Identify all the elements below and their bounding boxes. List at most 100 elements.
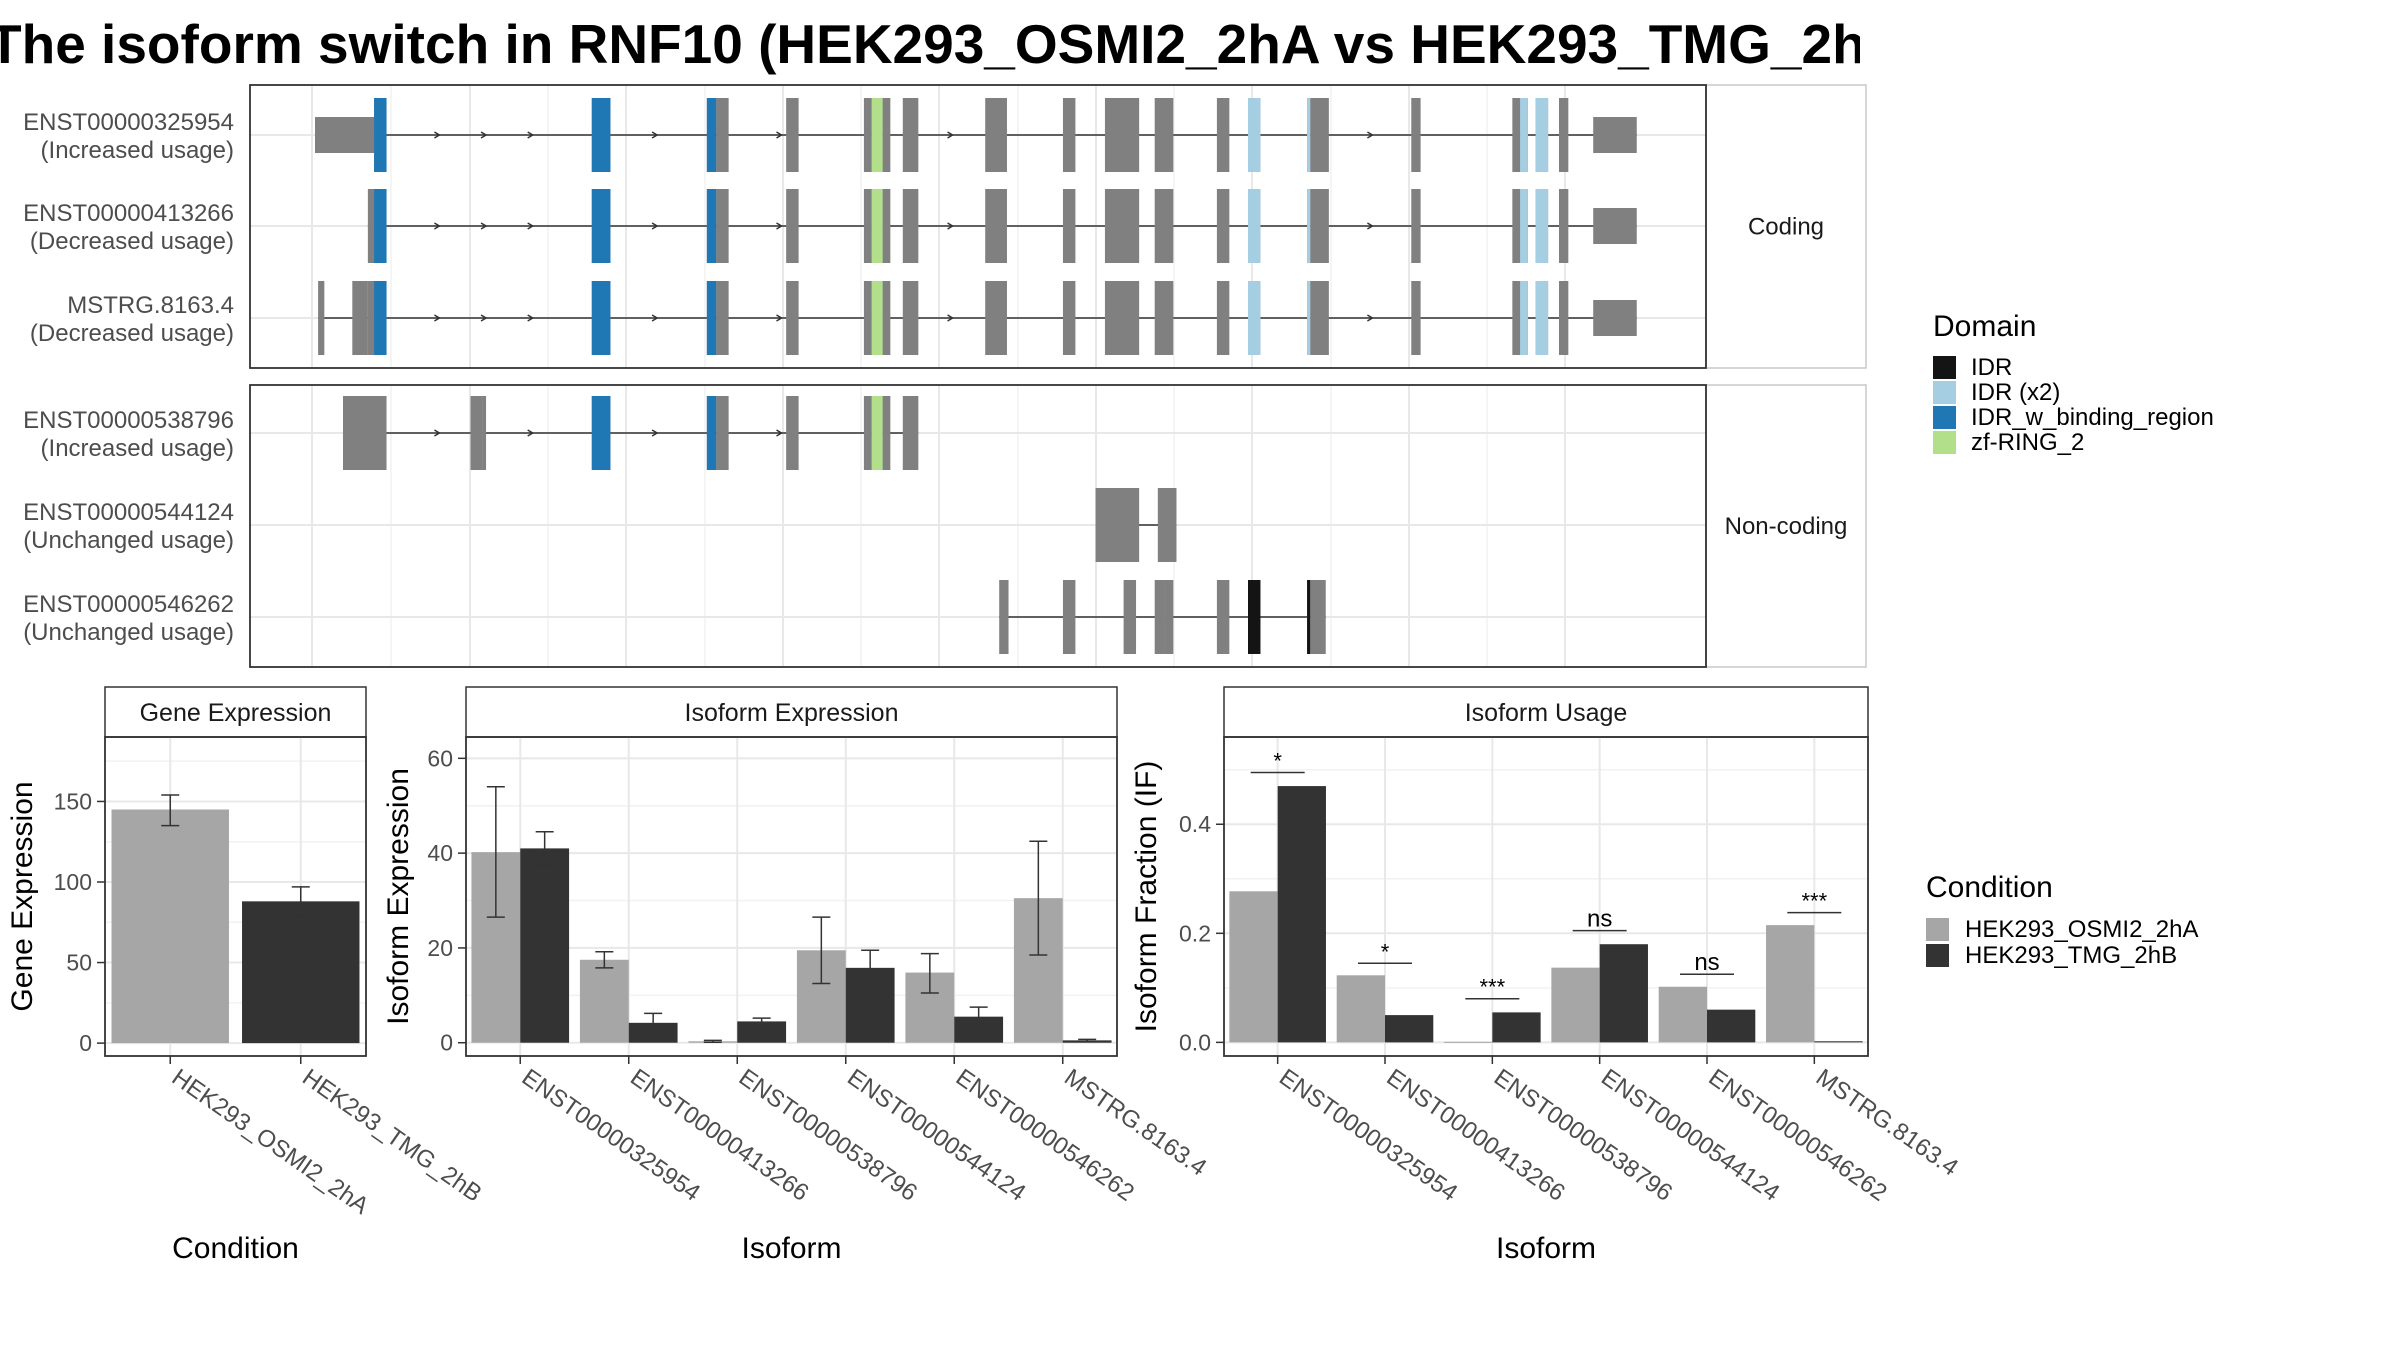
domain-legend-key (1933, 381, 1956, 404)
exon (882, 281, 891, 355)
domain-IDR_x2 (1307, 281, 1311, 355)
domain-IDR_w_binding_region (591, 281, 611, 355)
domain-IDR_x2 (1520, 98, 1528, 172)
y-tick-label: 0 (79, 1030, 92, 1056)
transcript-MSTRG.8163.4: MSTRG.8163.4(Decreased usage) (30, 281, 1637, 355)
exon (882, 189, 891, 263)
x-tick-label: ENST00000546262 (951, 1064, 1139, 1207)
domain-IDR_w_binding_region (591, 396, 611, 470)
strand-arrow (776, 429, 783, 437)
exon (1216, 189, 1230, 263)
domain-legend-label: zf-RING_2 (1971, 429, 2084, 456)
exon (315, 117, 375, 153)
domain-legend-label: IDR (x2) (1971, 379, 2060, 406)
exon (1062, 281, 1076, 355)
exon (786, 98, 799, 172)
exon (1593, 117, 1637, 153)
panel-border (249, 84, 1707, 369)
x-tick-label: ENST00000325954 (517, 1064, 705, 1207)
exon (902, 396, 919, 470)
transcript-id-label: ENST00000538796 (23, 407, 234, 434)
domain-IDR_w_binding_region (591, 98, 611, 172)
condition-legend-key (1926, 944, 1949, 967)
x-tick-label: ENST00000544124 (1596, 1064, 1784, 1207)
domain-IDR_x2 (1248, 281, 1261, 355)
strand-arrow (651, 222, 659, 230)
exon (1095, 488, 1140, 562)
exon (1216, 580, 1230, 654)
y-axis-title: Gene Expression (6, 781, 39, 1011)
domain-zf_RING_2 (871, 98, 883, 172)
transcript-ENST00000413266: ENST00000413266(Decreased usage) (23, 189, 1637, 263)
plot-border (104, 736, 367, 1057)
x-tick-label: ENST00000413266 (625, 1064, 813, 1207)
exon (367, 189, 375, 263)
exon (882, 396, 891, 470)
exon (716, 396, 729, 470)
x-tick-label: ENST00000546262 (1704, 1064, 1892, 1207)
y-tick-label: 50 (66, 950, 92, 976)
strand-arrow (776, 222, 783, 230)
exon (1062, 189, 1076, 263)
exon (1154, 580, 1165, 654)
exon (1310, 189, 1329, 263)
domain-IDR (1248, 580, 1261, 654)
exon (1216, 98, 1230, 172)
exon (1157, 488, 1177, 562)
bar (1766, 925, 1815, 1043)
x-tick-label: ENST00000544124 (842, 1064, 1030, 1207)
domain-zf_RING_2 (871, 189, 883, 263)
strand-arrow (434, 222, 441, 230)
domain-legend-label: IDR (1971, 354, 2012, 381)
y-axis-title: Isoform Expression (382, 768, 415, 1025)
domain-IDR (1307, 580, 1311, 654)
exon (863, 98, 872, 172)
exon (1104, 98, 1140, 172)
y-tick-label: 0.2 (1179, 920, 1211, 946)
exon (1310, 98, 1329, 172)
transcript-usage-label: (Unchanged usage) (23, 527, 234, 554)
panel-border (249, 384, 1707, 668)
exon (342, 396, 387, 470)
bar (1492, 1012, 1541, 1043)
transcript-ENST00000546262: ENST00000546262(Unchanged usage) (23, 580, 1326, 654)
y-tick-label: 60 (427, 745, 453, 771)
transcript-usage-label: (Unchanged usage) (23, 619, 234, 646)
chart-strip (1223, 686, 1869, 738)
exon (352, 281, 368, 355)
y-tick-label: 100 (54, 869, 92, 895)
bar (1658, 986, 1707, 1043)
exon (1154, 281, 1174, 355)
exon (1123, 580, 1137, 654)
domain-IDR_x2 (1248, 189, 1261, 263)
exon (1104, 281, 1140, 355)
x-tick-label: ENST00000538796 (1489, 1064, 1677, 1207)
condition-legend-key (1926, 918, 1949, 941)
exon (786, 396, 799, 470)
exon (716, 98, 729, 172)
exon (786, 189, 799, 263)
domain-IDR_w_binding_region (706, 396, 717, 470)
exon (863, 396, 872, 470)
strand-arrow (776, 314, 783, 322)
chart-strip-title: Isoform Usage (1465, 699, 1628, 727)
transcript-ENST00000325954: ENST00000325954(Increased usage) (23, 98, 1637, 172)
domain-zf_RING_2 (871, 396, 883, 470)
y-tick-label: 150 (54, 788, 92, 814)
exon (1559, 189, 1569, 263)
significance-label: * (1381, 939, 1390, 964)
exon (1593, 300, 1637, 336)
exon (1164, 580, 1174, 654)
exon (786, 281, 799, 355)
transcript-id-label: MSTRG.8163.4 (67, 292, 234, 319)
exon (863, 189, 872, 263)
strand-arrow (527, 222, 535, 230)
domain-legend-title: Domain (1933, 310, 2036, 343)
gene-structure-panel-non-coding: Non-coding ENST00000538796(Increased usag… (23, 384, 1867, 668)
facet-strip-label: Non-coding (1725, 513, 1848, 540)
bar-chart-isoform-usage: Isoform Usage*****nsns***0.00.20.4ENST00… (1130, 686, 1963, 1265)
y-axis-title: Isoform Fraction (IF) (1130, 761, 1163, 1033)
plot-border (1223, 736, 1869, 1057)
